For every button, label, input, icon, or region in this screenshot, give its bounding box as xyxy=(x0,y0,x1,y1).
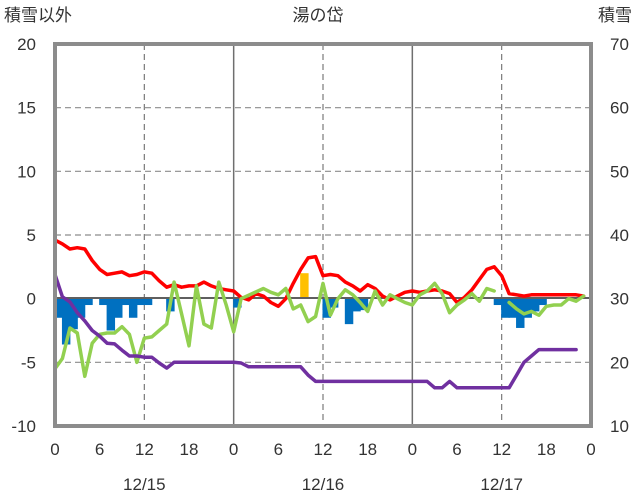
date-labels: 12/15 12/16 12/17 xyxy=(123,475,523,494)
date-label: 12/16 xyxy=(302,475,345,494)
left-tick-label: 20 xyxy=(17,35,36,54)
x-tick-label: 12 xyxy=(492,440,511,459)
series-lines xyxy=(53,238,586,390)
left-tick-label: 10 xyxy=(17,162,36,181)
left-tick-label: 0 xyxy=(27,290,36,309)
plot-frame xyxy=(53,42,593,428)
x-tick-label: 0 xyxy=(408,440,417,459)
series-line xyxy=(53,238,586,309)
precip-bar xyxy=(54,298,63,318)
right-tick-label: 70 xyxy=(610,35,629,54)
series-line xyxy=(507,294,586,317)
left-axis-ticks: -10 -5 0 5 10 15 20 xyxy=(11,35,36,436)
precip-bar xyxy=(143,298,153,306)
precip-bar xyxy=(538,298,547,306)
precip-bar xyxy=(508,298,518,318)
left-tick-label: -10 xyxy=(11,417,36,436)
series-line xyxy=(53,280,496,379)
left-tick-label: 15 xyxy=(17,99,36,118)
precip-bar xyxy=(300,273,309,299)
x-tick-label: 18 xyxy=(358,440,377,459)
precip-bar xyxy=(106,298,116,331)
x-tick-label: 6 xyxy=(274,440,283,459)
chart-title: 湯の岱 xyxy=(293,6,344,26)
right-axis-title: 積雪 xyxy=(598,6,632,26)
right-tick-label: 60 xyxy=(610,99,629,118)
precip-bar xyxy=(128,298,138,318)
precip-bar xyxy=(233,298,242,308)
precip-bar xyxy=(344,298,354,325)
x-tick-label: 0 xyxy=(229,440,238,459)
right-tick-label: 20 xyxy=(610,353,629,372)
x-tick-label: 12 xyxy=(314,440,333,459)
date-label: 12/17 xyxy=(480,475,523,494)
x-tick-label: 6 xyxy=(95,440,104,459)
left-tick-label: 5 xyxy=(27,226,36,245)
x-tick-label: 12 xyxy=(135,440,154,459)
left-tick-label: -5 xyxy=(21,353,36,372)
precip-bar xyxy=(121,298,130,306)
precip-bar xyxy=(136,298,145,306)
x-tick-label: 18 xyxy=(537,440,556,459)
right-tick-label: 10 xyxy=(610,417,629,436)
precip-bar xyxy=(523,298,532,318)
series-line xyxy=(53,272,578,390)
precip-bar xyxy=(84,298,93,306)
right-axis-ticks: 10 20 30 40 50 60 70 xyxy=(610,35,629,436)
right-tick-label: 50 xyxy=(610,162,629,181)
x-tick-label: 6 xyxy=(452,440,461,459)
date-label: 12/15 xyxy=(123,475,166,494)
precip-bar xyxy=(493,298,503,306)
right-tick-label: 30 xyxy=(610,290,629,309)
precip-bar xyxy=(61,298,71,345)
precip-bar xyxy=(530,298,540,312)
x-tick-label: 0 xyxy=(50,440,59,459)
x-tick-label: 18 xyxy=(180,440,199,459)
x-axis-ticks: 0 6 12 18 0 6 12 18 0 6 12 18 0 xyxy=(50,440,595,459)
x-tick-label: 0 xyxy=(586,440,595,459)
precip-bar xyxy=(322,298,331,318)
left-axis-title: 積雪以外 xyxy=(4,6,72,26)
right-tick-label: 40 xyxy=(610,226,629,245)
precip-bar xyxy=(76,298,86,318)
precip-bar xyxy=(69,298,78,330)
precip-bar xyxy=(352,298,361,312)
precip-bar xyxy=(114,298,123,318)
precip-bar xyxy=(501,298,510,318)
precip-bar xyxy=(99,298,108,306)
